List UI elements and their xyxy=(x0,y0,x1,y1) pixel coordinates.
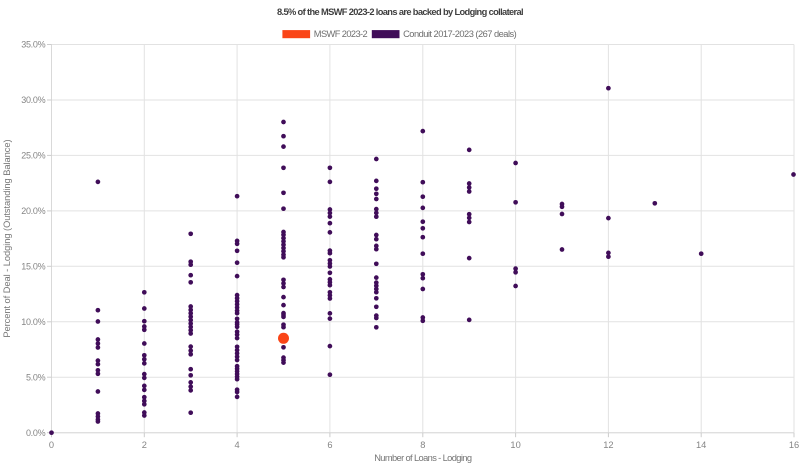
svg-text:15.0%: 15.0% xyxy=(21,262,45,272)
svg-text:25.0%: 25.0% xyxy=(21,151,45,161)
svg-text:4: 4 xyxy=(235,440,240,450)
svg-text:0: 0 xyxy=(49,440,54,450)
svg-text:10.0%: 10.0% xyxy=(21,317,45,327)
svg-text:Percent of Deal - Lodging (Out: Percent of Deal - Lodging (Outstanding B… xyxy=(2,140,12,338)
svg-text:5.0%: 5.0% xyxy=(26,372,46,382)
svg-text:30.0%: 30.0% xyxy=(21,95,45,105)
svg-text:8.5% of the MSWF 2023-2 loans: 8.5% of the MSWF 2023-2 loans are backed… xyxy=(277,7,523,17)
svg-text:10: 10 xyxy=(510,440,520,450)
svg-text:Number of Loans - Lodging: Number of Loans - Lodging xyxy=(374,453,472,463)
svg-text:16: 16 xyxy=(789,440,799,450)
svg-text:8: 8 xyxy=(420,440,425,450)
svg-text:0.0%: 0.0% xyxy=(26,428,46,438)
svg-text:MSWF 2023-2: MSWF 2023-2 xyxy=(314,29,368,39)
svg-text:20.0%: 20.0% xyxy=(21,206,45,216)
svg-text:12: 12 xyxy=(603,440,613,450)
svg-text:14: 14 xyxy=(696,440,706,450)
svg-text:35.0%: 35.0% xyxy=(21,40,45,50)
svg-text:2: 2 xyxy=(142,440,147,450)
svg-text:6: 6 xyxy=(327,440,332,450)
svg-text:Conduit 2017-2023 (267 deals): Conduit 2017-2023 (267 deals) xyxy=(403,29,517,39)
